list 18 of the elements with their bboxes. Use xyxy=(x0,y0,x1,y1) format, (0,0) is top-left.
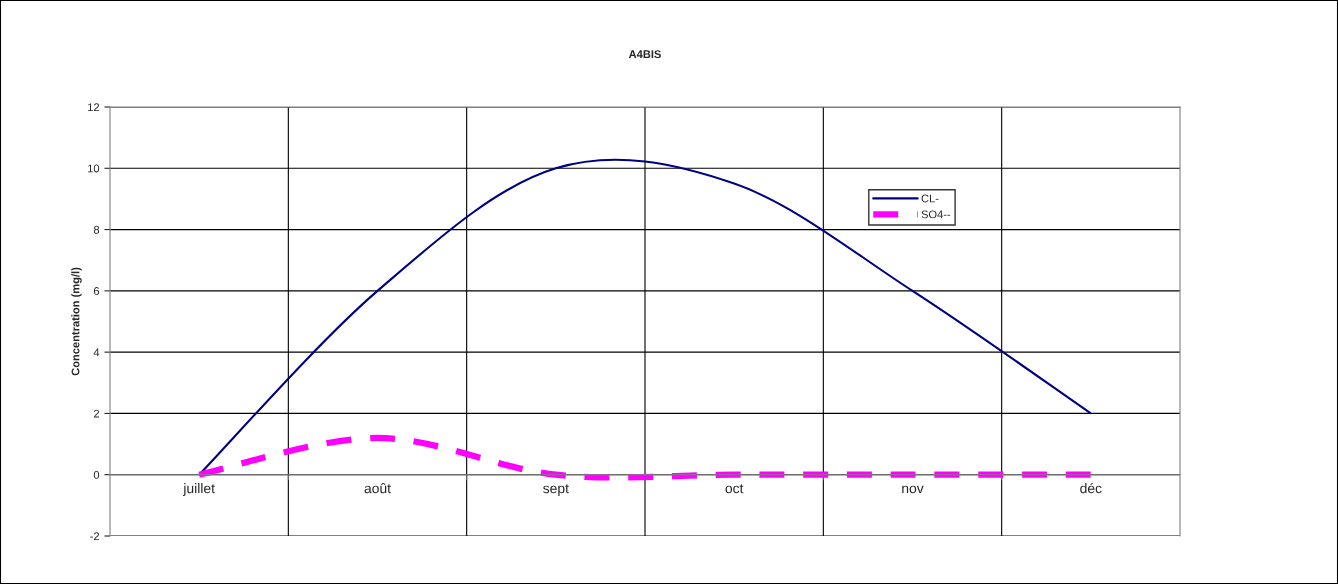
legend-label: SO4-- xyxy=(921,210,951,219)
y-tick-label: -2 xyxy=(90,532,100,541)
x-tick-label: sept xyxy=(543,484,569,496)
x-tick-label: août xyxy=(364,483,391,494)
y-tick-label: 6 xyxy=(93,287,100,295)
y-tick-label: 2 xyxy=(93,409,100,418)
chart-title: A4BIS xyxy=(628,50,661,59)
y-tick-label: 4 xyxy=(93,348,100,357)
y-tick-label: 0 xyxy=(93,470,100,479)
y-tick-label: 12 xyxy=(88,103,100,112)
y-tick-label: 8 xyxy=(93,225,100,234)
x-tick-label: déc xyxy=(1080,482,1102,494)
x-tick-label: nov xyxy=(902,485,924,494)
y-tick-label: 10 xyxy=(88,164,100,173)
y-axis-title: Concentration (mg/l) xyxy=(71,267,82,376)
legend-label: CL- xyxy=(921,194,939,203)
x-tick-label: oct xyxy=(725,484,744,494)
x-tick-label: juillet xyxy=(183,483,215,496)
